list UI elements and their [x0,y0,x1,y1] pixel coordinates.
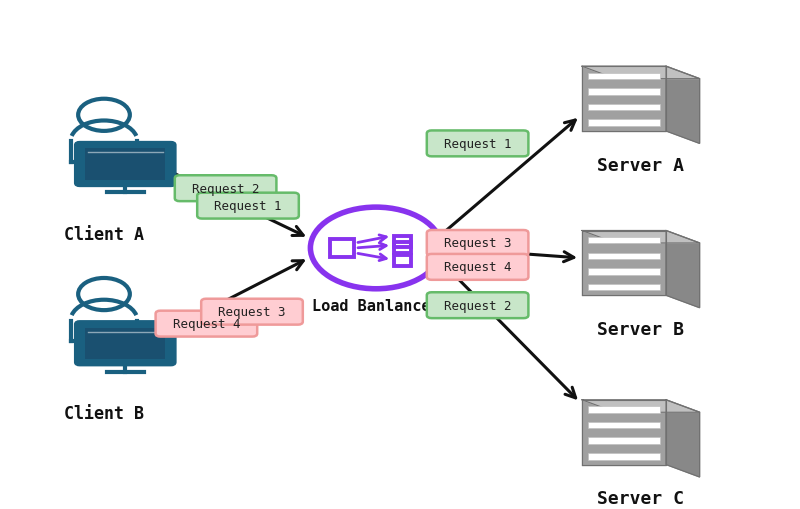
FancyBboxPatch shape [589,407,659,413]
Text: Client A: Client A [64,225,144,243]
Text: Server C: Server C [598,490,684,507]
FancyBboxPatch shape [589,253,659,260]
FancyBboxPatch shape [589,422,659,429]
Polygon shape [666,231,699,308]
Text: Client B: Client B [64,404,144,422]
Text: Request 2: Request 2 [192,182,259,195]
FancyBboxPatch shape [589,120,659,127]
FancyBboxPatch shape [427,231,528,257]
FancyBboxPatch shape [589,438,659,444]
FancyBboxPatch shape [589,453,659,460]
Text: Request 3: Request 3 [218,305,286,319]
FancyBboxPatch shape [85,149,166,180]
FancyBboxPatch shape [85,328,166,359]
FancyBboxPatch shape [589,238,659,244]
Text: Load Banlancer: Load Banlancer [312,298,440,313]
FancyBboxPatch shape [202,299,302,325]
FancyBboxPatch shape [174,176,277,202]
Text: Server A: Server A [598,157,684,175]
Polygon shape [582,67,666,132]
Polygon shape [582,400,699,412]
Text: Request 4: Request 4 [444,261,511,274]
Polygon shape [582,231,699,243]
FancyBboxPatch shape [427,254,528,280]
FancyBboxPatch shape [76,322,175,365]
Text: Request 2: Request 2 [444,299,511,312]
FancyBboxPatch shape [197,193,299,219]
Circle shape [310,208,442,289]
FancyBboxPatch shape [155,311,258,337]
Polygon shape [666,67,699,144]
FancyBboxPatch shape [589,269,659,275]
Text: Server B: Server B [598,321,684,338]
Text: Request 1: Request 1 [214,200,282,213]
FancyBboxPatch shape [427,131,528,157]
FancyBboxPatch shape [427,293,528,319]
FancyBboxPatch shape [76,144,175,186]
Polygon shape [582,400,666,465]
FancyBboxPatch shape [589,89,659,96]
Polygon shape [582,67,699,79]
Text: Request 1: Request 1 [444,137,511,151]
Text: Request 4: Request 4 [173,318,240,330]
Polygon shape [666,400,699,477]
FancyBboxPatch shape [589,73,659,80]
FancyBboxPatch shape [589,284,659,291]
FancyBboxPatch shape [589,105,659,111]
Text: Request 3: Request 3 [444,237,511,250]
Polygon shape [582,231,666,296]
